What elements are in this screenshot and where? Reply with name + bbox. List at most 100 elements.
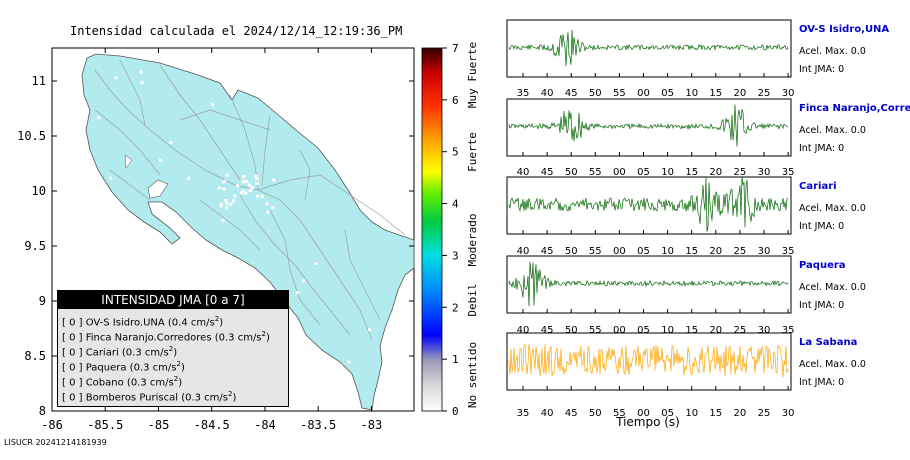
- waveform-tick-label: 35: [517, 408, 530, 419]
- station-max-accel: Acel. Max. 0.0: [799, 359, 866, 370]
- legend-accel: (0.3 cm/s: [126, 377, 174, 389]
- town-marker: [271, 205, 275, 209]
- waveform-tick-label: 55: [589, 246, 602, 257]
- legend-intensity-mark: [ 0 ]: [62, 377, 86, 389]
- town-marker: [240, 191, 244, 195]
- legend-entry: [ 0 ] Cariari (0.3 cm/s2): [62, 345, 177, 358]
- waveform-tick-label: 45: [541, 167, 554, 178]
- waveform-tick-label: 45: [541, 246, 554, 257]
- town-marker: [368, 328, 372, 332]
- town-marker: [114, 76, 118, 80]
- waveform-tick-label: 05: [637, 325, 650, 336]
- town-marker: [244, 191, 248, 195]
- legend-entry: [ 0 ] Bomberos Puriscal (0.3 cm/s2): [62, 390, 236, 403]
- waveform-trace: [508, 177, 789, 232]
- colorbar-tick-label: 2: [452, 301, 459, 314]
- map-y-tick-label: 10.5: [17, 129, 46, 143]
- town-marker: [233, 194, 237, 198]
- town-marker: [159, 158, 163, 162]
- town-marker: [225, 201, 229, 205]
- colorbar-tick-label: 6: [452, 94, 459, 107]
- waveform-tick-label: 00: [613, 246, 626, 257]
- map-x-tick-label: -86: [41, 418, 63, 432]
- waveform-tick-label: 25: [758, 408, 771, 419]
- town-marker: [243, 180, 247, 184]
- waveform-tick-label: 20: [734, 88, 747, 99]
- legend-intensity-mark: [ 0 ]: [62, 392, 86, 404]
- legend-station: Finca Naranjo.Corredores: [85, 332, 215, 344]
- map-y-tick-label: 8.5: [24, 349, 46, 363]
- waveform-tick-label: 30: [782, 408, 795, 419]
- waveform-tick-label: 20: [709, 246, 722, 257]
- waveform-trace: [508, 104, 789, 147]
- waveform-tick-label: 30: [758, 325, 771, 336]
- map-y-tick-label: 10: [32, 184, 46, 198]
- waveform-tick-label: 35: [782, 246, 795, 257]
- legend-intensity-mark: [ 0 ]: [62, 362, 86, 374]
- intensity-legend: INTENSIDAD JMA [0 a 7] [ 0 ] OV-S Isidro…: [57, 290, 289, 407]
- waveform-tick-label: 35: [782, 167, 795, 178]
- waveform-tick-label: 05: [637, 246, 650, 257]
- waveform-tick-label: 30: [758, 167, 771, 178]
- colorbar-gradient: [421, 47, 443, 412]
- waveform-tick-label: 50: [589, 88, 602, 99]
- legend-accel: (0.4 cm/s: [167, 317, 215, 329]
- town-marker: [236, 184, 240, 188]
- map-x-tick-label: -85.5: [87, 418, 123, 432]
- waveform-trace: [508, 29, 789, 67]
- waveform-tick-label: 35: [782, 325, 795, 336]
- town-marker: [217, 186, 221, 190]
- station-name: Paquera: [799, 260, 846, 271]
- waveform-tick-label: 50: [589, 408, 602, 419]
- road-network: [94, 59, 406, 341]
- legend-accel-unit-power: 2: [214, 315, 220, 323]
- map-x-tick-label: -85: [148, 418, 170, 432]
- waveform-tick-label: 15: [709, 408, 722, 419]
- legend-accel: (0.3 cm/s: [121, 347, 169, 359]
- town-marker: [109, 176, 113, 180]
- waveform-trace: [508, 343, 789, 378]
- town-marker: [242, 175, 246, 179]
- legend-accel-close: ): [180, 362, 185, 374]
- map-y-tick-label: 9: [39, 294, 46, 308]
- legend-entry: [ 0 ] OV-S Isidro.UNA (0.4 cm/s2): [62, 315, 223, 328]
- waveform-tick-label: 00: [637, 88, 650, 99]
- colorbar-ticks: 0 1 2 3 4 5 6 7: [442, 42, 459, 418]
- waveform-tick-label: 00: [613, 167, 626, 178]
- town-marker: [223, 179, 227, 183]
- waveform-tick-label: 05: [637, 167, 650, 178]
- legend-entry: [ 0 ] Finca Naranjo.Corredores (0.3 cm/s…: [62, 330, 270, 343]
- town-marker: [244, 180, 248, 184]
- waveform-tick-label: 40: [517, 167, 530, 178]
- waveform-tick-label: 25: [734, 246, 747, 257]
- legend-accel-unit-power: 2: [261, 330, 266, 338]
- station-jma-intensity: Int JMA: 0: [799, 300, 845, 311]
- waveform-tick-label: 05: [661, 408, 674, 419]
- legend-accel: (0.3 cm/s: [181, 392, 229, 404]
- station-name: Cariari: [799, 181, 837, 192]
- town-marker: [248, 189, 252, 193]
- town-marker: [169, 141, 173, 145]
- waveform-trace: [508, 261, 789, 307]
- waveform-tick-label: 05: [661, 88, 674, 99]
- waveform-tick-label: 40: [517, 246, 530, 257]
- town-marker: [219, 204, 223, 208]
- legend-entry: [ 0 ] Cobano (0.3 cm/s2): [62, 375, 182, 388]
- station-name: OV-S Isidro,UNA: [799, 24, 890, 35]
- waveform-tick-label: 40: [517, 325, 530, 336]
- town-marker: [173, 216, 177, 220]
- legend-accel-close: ): [266, 332, 270, 344]
- town-marker: [97, 116, 101, 120]
- town-marker: [265, 202, 269, 206]
- legend-station: Cobano: [85, 377, 127, 389]
- map-title: Intensidad calculada el 2024/12/14_12:19…: [70, 24, 403, 38]
- town-marker: [312, 109, 316, 113]
- town-marker: [225, 173, 229, 177]
- waveform-tick-label: 15: [685, 167, 698, 178]
- map-y-tick-label: 8: [39, 404, 46, 418]
- waveform-tick-label: 25: [758, 88, 771, 99]
- town-marker: [241, 180, 245, 184]
- waveform-tick-label: 15: [709, 88, 722, 99]
- waveform-x-label: Tiempo (s): [615, 415, 680, 429]
- town-marker: [92, 177, 96, 181]
